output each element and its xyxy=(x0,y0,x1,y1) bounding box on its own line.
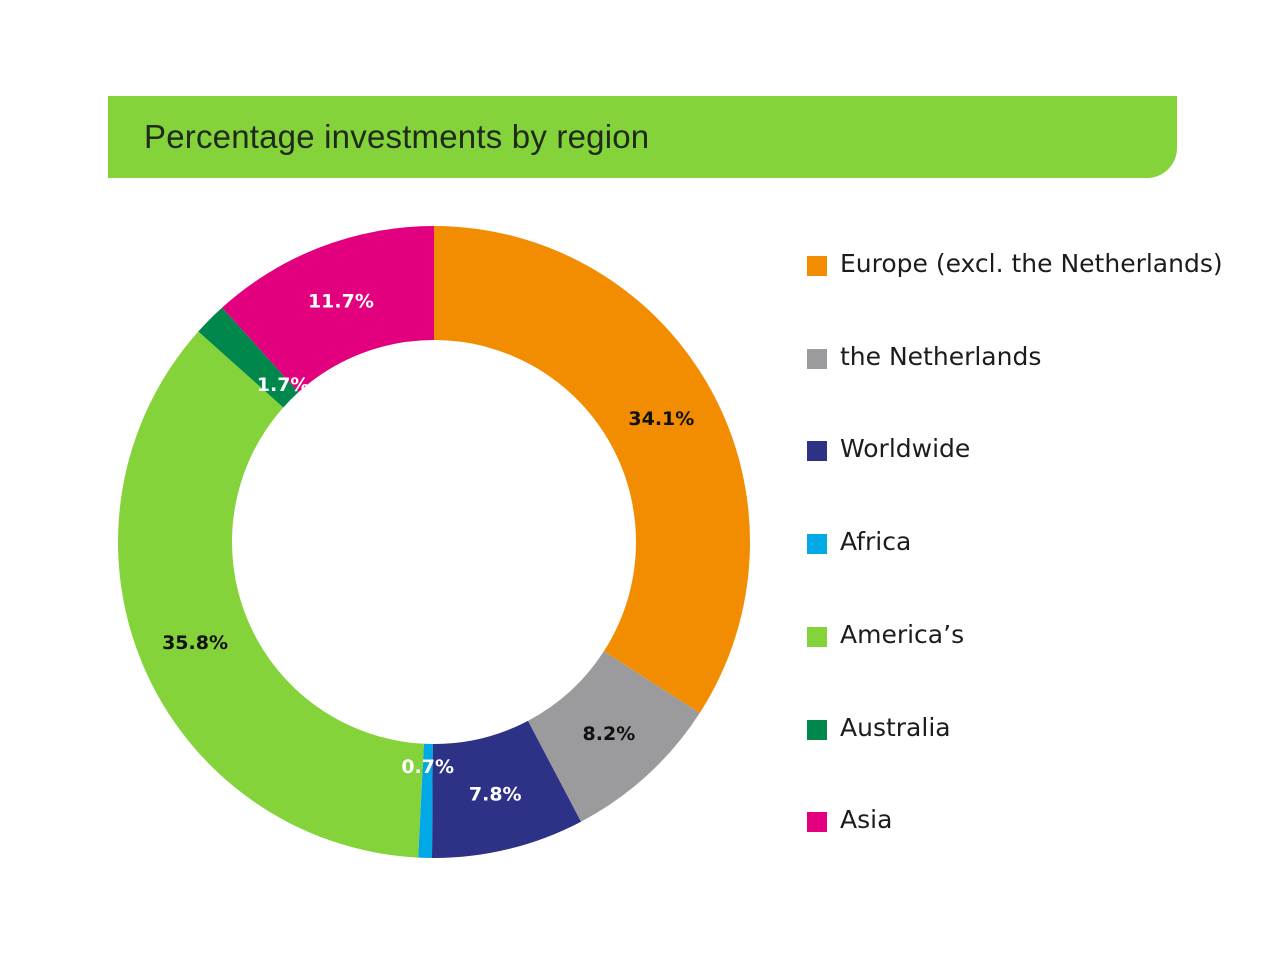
slice-label: 11.7% xyxy=(308,290,374,312)
legend-swatch xyxy=(807,256,827,276)
legend-swatch xyxy=(807,534,827,555)
slice-australia xyxy=(198,307,299,408)
slice-label: 34.1% xyxy=(628,408,694,430)
legend-label: Africa xyxy=(840,527,912,557)
legend-swatch xyxy=(807,626,827,647)
legend-label: America’s xyxy=(840,619,965,649)
slice-label: 0.7% xyxy=(401,756,454,778)
legend-swatch xyxy=(807,812,827,833)
slice-europe-excl-the-netherlands xyxy=(434,226,750,713)
legend-swatch xyxy=(807,719,827,740)
slice-label: 7.8% xyxy=(469,784,522,806)
chart-title-bar: Percentage investments by region xyxy=(108,96,1177,178)
slice-asia xyxy=(222,226,434,393)
chart-title: Percentage investments by region xyxy=(144,118,650,155)
legend-label: Europe (excl. the Netherlands) xyxy=(840,249,1223,278)
slice-worldwide xyxy=(432,720,581,858)
slice-the-netherlands xyxy=(527,651,700,822)
slice-label: 8.2% xyxy=(583,723,636,745)
legend-label: Worldwide xyxy=(840,434,971,464)
slice-africa xyxy=(418,743,433,858)
legend-label: Australia xyxy=(840,712,951,742)
legend-swatch xyxy=(807,441,827,462)
slice-america-s xyxy=(117,331,424,858)
slice-label: 1.7% xyxy=(257,374,310,396)
legend-swatch xyxy=(807,348,827,369)
legend-label: the Netherlands xyxy=(840,341,1042,371)
legend-label: Asia xyxy=(840,805,893,835)
slice-label: 35.8% xyxy=(162,632,228,654)
